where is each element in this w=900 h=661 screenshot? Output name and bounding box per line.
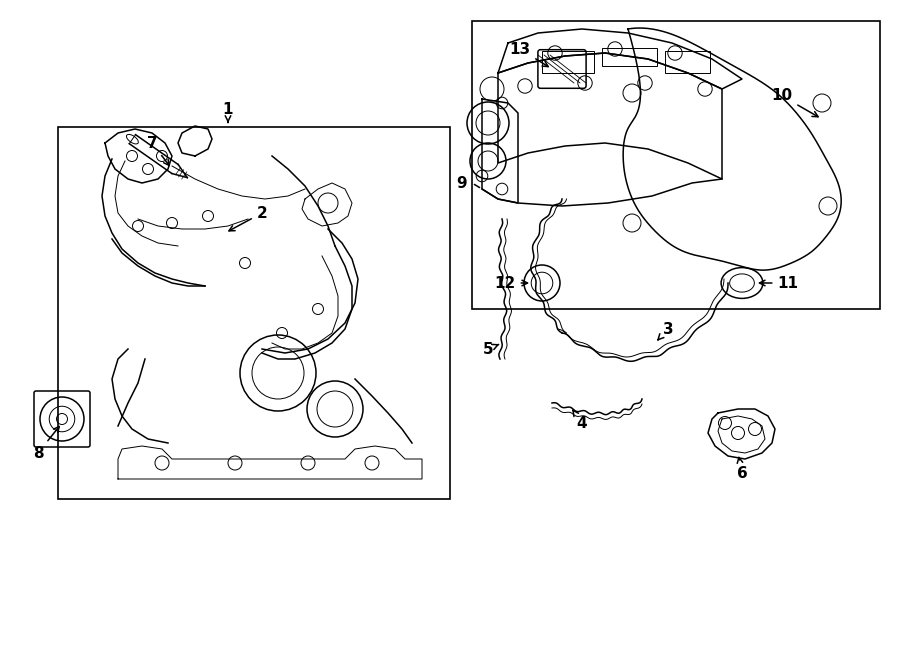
Text: 13: 13 — [509, 42, 548, 67]
Text: 10: 10 — [771, 89, 818, 117]
Text: 6: 6 — [736, 457, 747, 481]
Bar — [665, 51, 710, 73]
Text: 5: 5 — [482, 342, 499, 356]
Text: 2: 2 — [229, 206, 267, 231]
Text: 8: 8 — [32, 426, 59, 461]
Text: 12: 12 — [494, 276, 527, 290]
Text: 4: 4 — [572, 410, 588, 430]
Text: 9: 9 — [456, 176, 467, 190]
Text: 7: 7 — [147, 136, 169, 165]
Text: 11: 11 — [760, 276, 798, 290]
Bar — [602, 48, 657, 66]
Bar — [58, 127, 450, 499]
Text: 3: 3 — [658, 321, 673, 340]
Text: 1: 1 — [222, 102, 233, 122]
Bar — [542, 51, 594, 73]
Bar — [472, 21, 880, 309]
